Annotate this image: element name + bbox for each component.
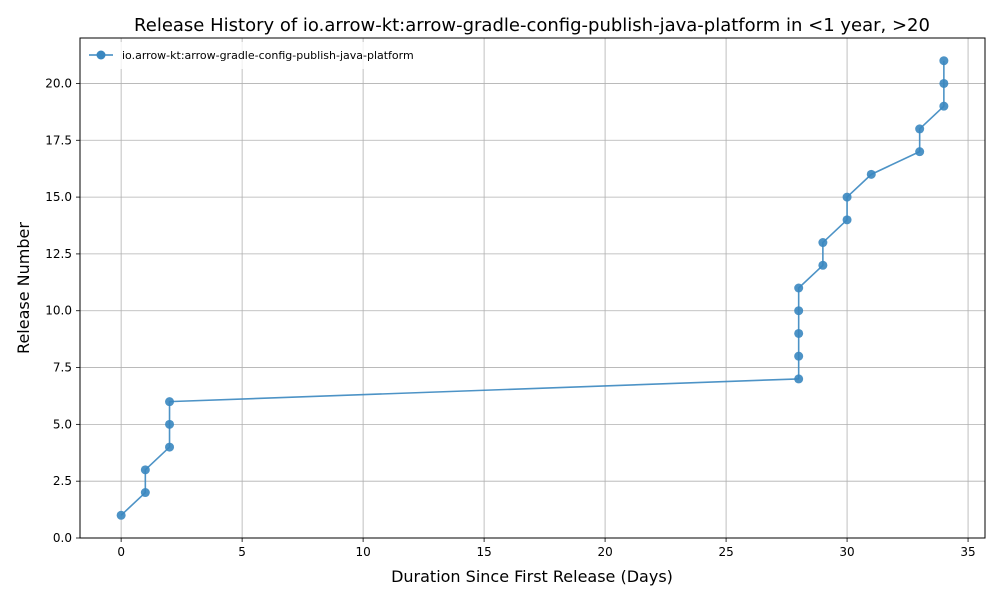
y-tick-label: 17.5 (45, 133, 72, 147)
data-point (116, 510, 126, 520)
data-point (165, 419, 175, 429)
x-axis-label: Duration Since First Release (Days) (391, 567, 673, 586)
data-point (842, 215, 852, 225)
legend-series-marker (96, 50, 106, 60)
legend-frame (84, 42, 440, 69)
data-point (939, 78, 949, 88)
data-point (915, 124, 925, 134)
plot-area (79, 37, 986, 539)
y-tick-label: 20.0 (45, 76, 72, 90)
data-point (915, 147, 925, 157)
data-point (794, 351, 804, 361)
x-tick-label: 0 (117, 545, 125, 559)
data-point (866, 169, 876, 179)
data-point (140, 488, 150, 498)
grid-lines (80, 38, 985, 539)
data-point (842, 192, 852, 202)
y-axis-label: Release Number (14, 222, 33, 354)
data-point (794, 283, 804, 293)
series-layer (116, 56, 949, 520)
data-point (794, 374, 804, 384)
legend-series-label: io.arrow-kt:arrow-gradle-config-publish-… (122, 49, 414, 62)
y-tick-label: 0.0 (53, 531, 72, 545)
x-tick-label: 10 (355, 545, 370, 559)
data-point (165, 442, 175, 452)
data-point (939, 56, 949, 66)
data-point (165, 397, 175, 407)
x-tick-label: 30 (839, 545, 854, 559)
y-tick-label: 2.5 (53, 474, 72, 488)
data-point (818, 260, 828, 270)
series-line (120, 60, 945, 516)
y-tick-label: 15.0 (45, 190, 72, 204)
data-point (794, 328, 804, 338)
y-tick-label: 7.5 (53, 361, 72, 375)
data-point (939, 101, 949, 111)
data-point (794, 306, 804, 316)
y-tick-label: 5.0 (53, 417, 72, 431)
legend: io.arrow-kt:arrow-gradle-config-publish-… (84, 42, 440, 69)
x-tick-label: 15 (476, 545, 491, 559)
x-tick-label: 20 (597, 545, 612, 559)
axis-ticks: 0 5 10 15 20 25 30 35 0.0 2.5 5.0 7.5 10.0 12.5 15.0 17… (45, 76, 975, 559)
data-point (818, 238, 828, 248)
y-tick-label: 12.5 (45, 247, 72, 261)
x-tick-label: 5 (238, 545, 246, 559)
data-point (140, 465, 150, 475)
x-tick-label: 35 (960, 545, 975, 559)
chart-title: Release History of io.arrow-kt:arrow-gra… (134, 15, 930, 36)
y-tick-label: 10.0 (45, 304, 72, 318)
x-tick-label: 25 (718, 545, 733, 559)
